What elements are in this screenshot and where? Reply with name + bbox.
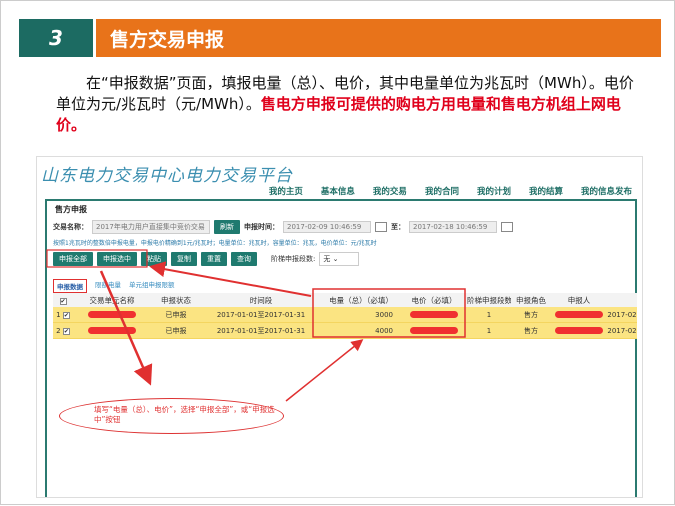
reset-button[interactable]: 重置: [201, 252, 227, 266]
slide-title: 售方交易申报: [96, 19, 661, 57]
row-checkbox[interactable]: ✔: [62, 311, 70, 319]
to-label: 至：: [391, 223, 405, 231]
query-button[interactable]: 查询: [231, 252, 257, 266]
tab-declare-data[interactable]: 申报数据: [53, 279, 87, 293]
table-header: ✔ 交易单元名称 申报状态 时间段 电量（总）（必填） 电价（必填） 阶梯申报段…: [53, 293, 637, 307]
row-checkbox[interactable]: ✔: [62, 327, 70, 335]
energy-input[interactable]: 3000: [375, 310, 393, 319]
cell-tier: 1: [486, 326, 492, 335]
cell-status: 已申报: [165, 310, 187, 319]
buttons-highlight-box: [46, 249, 148, 268]
instruction-callout: 填写“电量（总）、电价”，选择“申报全部”，或“申报选中”按钮: [59, 398, 284, 434]
table-row[interactable]: 2 ✔ 已申报 2017-01-01至2017-01-31 4000 1 售方 …: [53, 323, 637, 339]
col-role: 申报角色: [516, 295, 546, 305]
tab-unit-group-limit[interactable]: 单元组申报限额: [129, 281, 175, 289]
col-unit-name: 交易单元名称: [89, 295, 135, 305]
arrow-to-buttons: [149, 261, 312, 297]
tier-select[interactable]: 无 ⌄: [319, 252, 360, 266]
redacted-declarer: [555, 311, 603, 318]
energy-input[interactable]: 4000: [375, 326, 393, 335]
trade-select[interactable]: 2017年电力用户直接集中竞价交易: [92, 220, 210, 234]
top-nav: 我的主页 基本信息 我的交易 我的合同 我的计划 我的结算 我的信息发布: [269, 185, 632, 197]
slide-paragraph: 在“申报数据”页面，填报电量（总）、电价，其中电量单位为兆瓦时（MWh）。电价单…: [56, 73, 636, 136]
declare-selected-button[interactable]: 申报选中: [97, 252, 137, 266]
cell-tier: 1: [486, 310, 492, 319]
panel-title: 售方申报: [55, 205, 87, 214]
unit-note: 按照1兆瓦时的整数倍申报电量，申报电价精确到1元/兆瓦时；电量单位：兆瓦时，容量…: [53, 240, 377, 247]
calendar-icon[interactable]: [501, 222, 513, 232]
paragraph-highlight: 售电方申报可提供的购电方用电量和售电方机组上网电价。: [56, 95, 621, 134]
redacted-price[interactable]: [410, 311, 458, 318]
time-start-input[interactable]: 2017-02-09 10:46:59: [283, 221, 371, 233]
paragraph-text: 在“申报数据”页面，填报电量（总）、电价，其中电量单位为兆瓦时（MWh）。电价单…: [56, 74, 634, 113]
row-index: 1: [56, 310, 61, 319]
col-declarer: 申报人: [567, 295, 591, 305]
select-all-checkbox[interactable]: ✔: [59, 297, 67, 305]
col-period: 时间段: [249, 295, 273, 305]
tier-label: 阶梯申报段数:: [271, 255, 316, 263]
calendar-icon[interactable]: [375, 222, 387, 232]
redacted-price[interactable]: [410, 327, 458, 334]
tier-value: 无: [323, 255, 331, 263]
platform-logo: 山东电力交易中心电力交易平台: [41, 166, 293, 186]
refresh-button[interactable]: 刷新: [214, 220, 240, 234]
nav-basic-info[interactable]: 基本信息: [320, 187, 355, 197]
col-tier: 阶梯申报段数: [467, 295, 511, 305]
cell-status: 已申报: [165, 326, 187, 335]
nav-my-trade[interactable]: 我的交易: [372, 187, 407, 197]
slide-number: 3: [19, 19, 93, 57]
arrow-to-callout: [99, 270, 153, 386]
declare-all-button[interactable]: 申报全部: [53, 252, 93, 266]
copy-button[interactable]: 复制: [171, 252, 197, 266]
nav-home[interactable]: 我的主页: [268, 187, 303, 197]
redacted-unit-name: [88, 311, 136, 318]
redacted-unit-name: [88, 327, 136, 334]
col-price: 电价（必填）: [411, 295, 457, 305]
table-row[interactable]: 1 ✔ 已申报 2017-01-01至2017-01-31 3000 1 售方 …: [53, 307, 637, 323]
redacted-declarer: [555, 327, 603, 334]
col-status: 申报状态: [161, 295, 191, 305]
cell-period: 2017-01-01至2017-01-31: [216, 310, 306, 319]
nav-my-contract[interactable]: 我的合同: [424, 187, 459, 197]
nav-my-plan[interactable]: 我的计划: [476, 187, 511, 197]
time-end-input[interactable]: 2017-02-18 10:46:59: [409, 221, 497, 233]
sell-declaration-panel: 售方申报 交易名称： 2017年电力用户直接集中竞价交易 刷新 申报时间： 20…: [45, 199, 637, 497]
trade-label: 交易名称：: [53, 223, 88, 231]
cell-role: 售方: [524, 326, 538, 335]
time-label: 申报时间：: [244, 223, 279, 231]
cell-role: 售方: [524, 310, 538, 319]
declaration-table: ✔ 交易单元名称 申报状态 时间段 电量（总）（必填） 电价（必填） 阶梯申报段…: [53, 293, 637, 339]
cell-date: 2017-02: [607, 326, 637, 335]
row-index: 2: [56, 326, 61, 335]
cell-period: 2017-01-01至2017-01-31: [216, 326, 306, 335]
input-columns-highlight-box: [312, 288, 466, 338]
nav-my-info[interactable]: 我的信息发布: [580, 187, 632, 197]
cell-date: 2017-02: [607, 310, 637, 319]
nav-my-settlement[interactable]: 我的结算: [528, 187, 563, 197]
arrow-to-inputs: [285, 339, 364, 402]
col-energy: 电量（总）（必填）: [329, 295, 393, 305]
app-screenshot: 山东电力交易中心电力交易平台 我的主页 基本信息 我的交易 我的合同 我的计划 …: [36, 156, 643, 498]
